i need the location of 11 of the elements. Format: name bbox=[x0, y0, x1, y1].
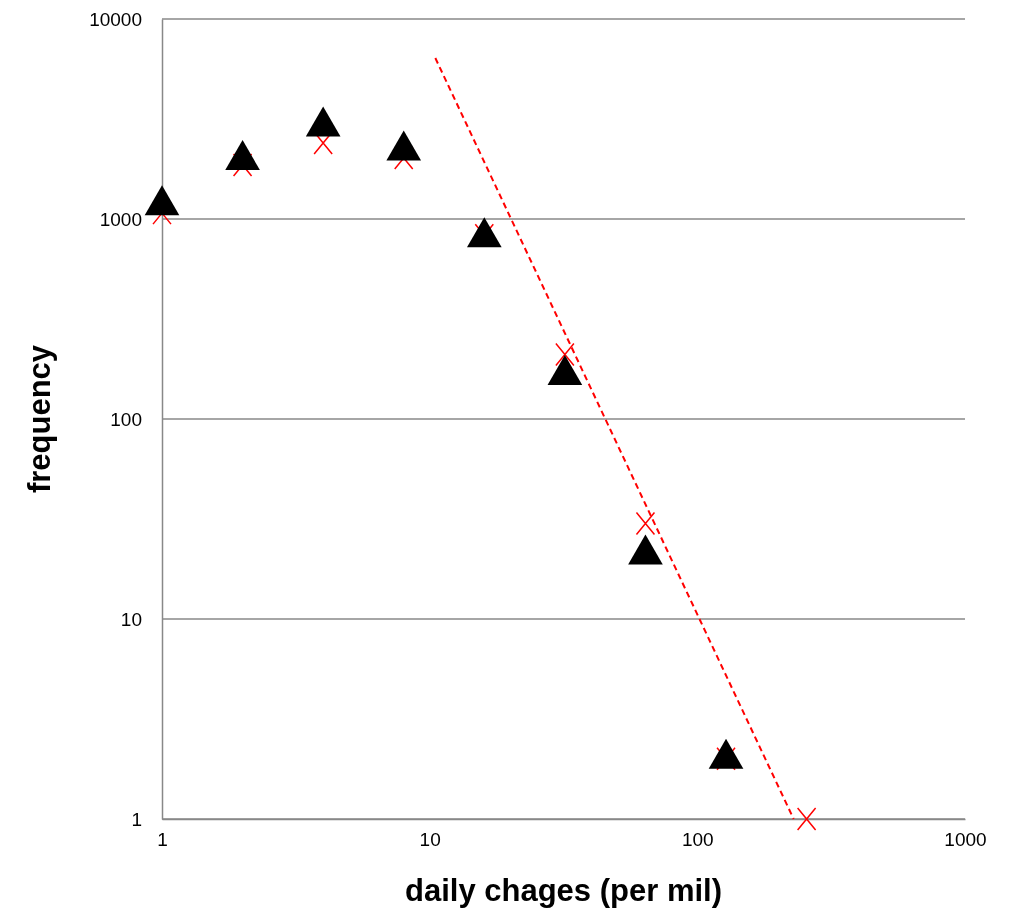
x-tick-label: 1000 bbox=[944, 829, 987, 851]
x-tick-label: 1 bbox=[157, 829, 168, 851]
x-tick-label: 10 bbox=[419, 829, 441, 851]
y-tick-label: 10 bbox=[120, 608, 142, 630]
y-axis-title: frequency bbox=[22, 344, 57, 494]
x-axis-title: daily chages (per mil) bbox=[405, 873, 722, 908]
y-tick-label: 1 bbox=[131, 808, 142, 830]
y-tick-label: 100 bbox=[110, 408, 142, 430]
x-tick-label: 100 bbox=[681, 829, 714, 851]
y-tick-label: 1000 bbox=[99, 208, 142, 230]
y-tick-label: 10000 bbox=[89, 8, 142, 30]
